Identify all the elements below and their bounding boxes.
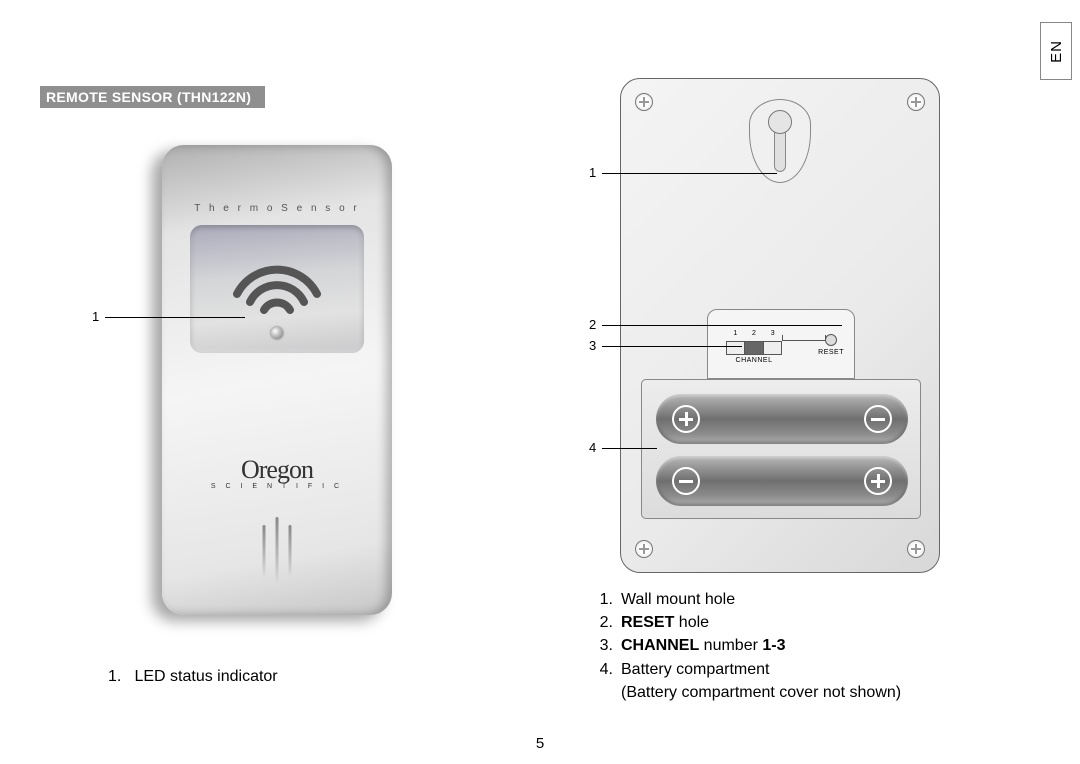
front-device-figure: T h e r m o S e n s o r Oregon S C I E N… xyxy=(152,145,402,615)
polarity-plus-icon xyxy=(672,405,700,433)
channel-label: CHANNEL xyxy=(726,357,782,364)
list-num: 1. xyxy=(108,668,130,686)
section-header: REMOTE SENSOR (THN122N) xyxy=(40,86,265,108)
front-list-item-1: 1. LED status indicator xyxy=(108,668,278,686)
wall-mount-hole xyxy=(749,99,811,183)
brand-logo: Oregon S C I E N T I F I C xyxy=(162,455,392,490)
list-text: CHANNEL number 1-3 xyxy=(621,634,785,657)
back-list-note: (Battery compartment cover not shown) xyxy=(595,681,901,704)
ch-num: 1 xyxy=(733,330,737,337)
lcd-panel xyxy=(190,225,364,353)
list-num: 3. xyxy=(595,634,621,657)
back-parts-list: 1. Wall mount hole 2. RESET hole 3. CHAN… xyxy=(595,588,901,704)
battery-compartment xyxy=(641,379,921,519)
screw-icon xyxy=(635,93,653,111)
language-tab-label: EN xyxy=(1048,40,1065,63)
signal-icon xyxy=(222,234,332,314)
list-text: Wall mount hole xyxy=(621,588,735,611)
battery-2 xyxy=(656,456,908,506)
list-num: 2. xyxy=(595,611,621,634)
callout-num-back-2: 2 xyxy=(589,317,596,332)
polarity-minus-icon xyxy=(672,467,700,495)
polarity-minus-icon xyxy=(864,405,892,433)
list-num: 4. xyxy=(595,658,621,681)
section-title: REMOTE SENSOR (THN122N) xyxy=(46,89,251,105)
callout-line-back-4 xyxy=(602,448,657,449)
callout-num-back-1: 1 xyxy=(589,165,596,180)
language-tab: EN xyxy=(1040,22,1072,80)
brand-subtitle: S C I E N T I F I C xyxy=(162,483,392,490)
callout-line-back-2 xyxy=(602,325,842,326)
led-indicator xyxy=(271,327,283,339)
brand-name: Oregon xyxy=(162,455,392,485)
list-num: 1. xyxy=(595,588,621,611)
channel-switch: 1 2 3 CHANNEL xyxy=(726,330,782,360)
channel-reset-panel: 1 2 3 CHANNEL RESET xyxy=(707,309,855,379)
callout-num-back-3: 3 xyxy=(589,338,596,353)
callout-line-front-1 xyxy=(105,317,245,318)
mount-slot xyxy=(774,128,786,172)
ch-num: 3 xyxy=(771,330,775,337)
screw-icon xyxy=(907,540,925,558)
callout-line-back-1 xyxy=(602,173,777,174)
callout-num-front-1: 1 xyxy=(92,309,99,324)
reset-area: RESET xyxy=(818,334,844,356)
list-text: Battery compartment xyxy=(621,658,770,681)
list-text: LED status indicator xyxy=(134,668,277,685)
page-number: 5 xyxy=(536,735,544,752)
back-list-item-2: 2. RESET hole xyxy=(595,611,901,634)
battery-1 xyxy=(656,394,908,444)
back-list-item-3: 3. CHANNEL number 1-3 xyxy=(595,634,901,657)
screw-icon xyxy=(907,93,925,111)
front-device-body: T h e r m o S e n s o r Oregon S C I E N… xyxy=(162,145,392,615)
front-product-label: T h e r m o S e n s o r xyxy=(162,203,392,214)
front-parts-list: 1. LED status indicator xyxy=(108,668,278,686)
polarity-plus-icon xyxy=(864,467,892,495)
ch-num: 2 xyxy=(752,330,756,337)
screw-icon xyxy=(635,540,653,558)
vent-slots xyxy=(263,525,292,585)
callout-num-back-4: 4 xyxy=(589,440,596,455)
back-list-item-1: 1. Wall mount hole xyxy=(595,588,901,611)
back-list-item-4: 4. Battery compartment xyxy=(595,658,901,681)
callout-line-back-3 xyxy=(602,346,742,347)
reset-hole xyxy=(825,334,837,346)
list-text: RESET hole xyxy=(621,611,709,634)
reset-label: RESET xyxy=(818,349,844,356)
